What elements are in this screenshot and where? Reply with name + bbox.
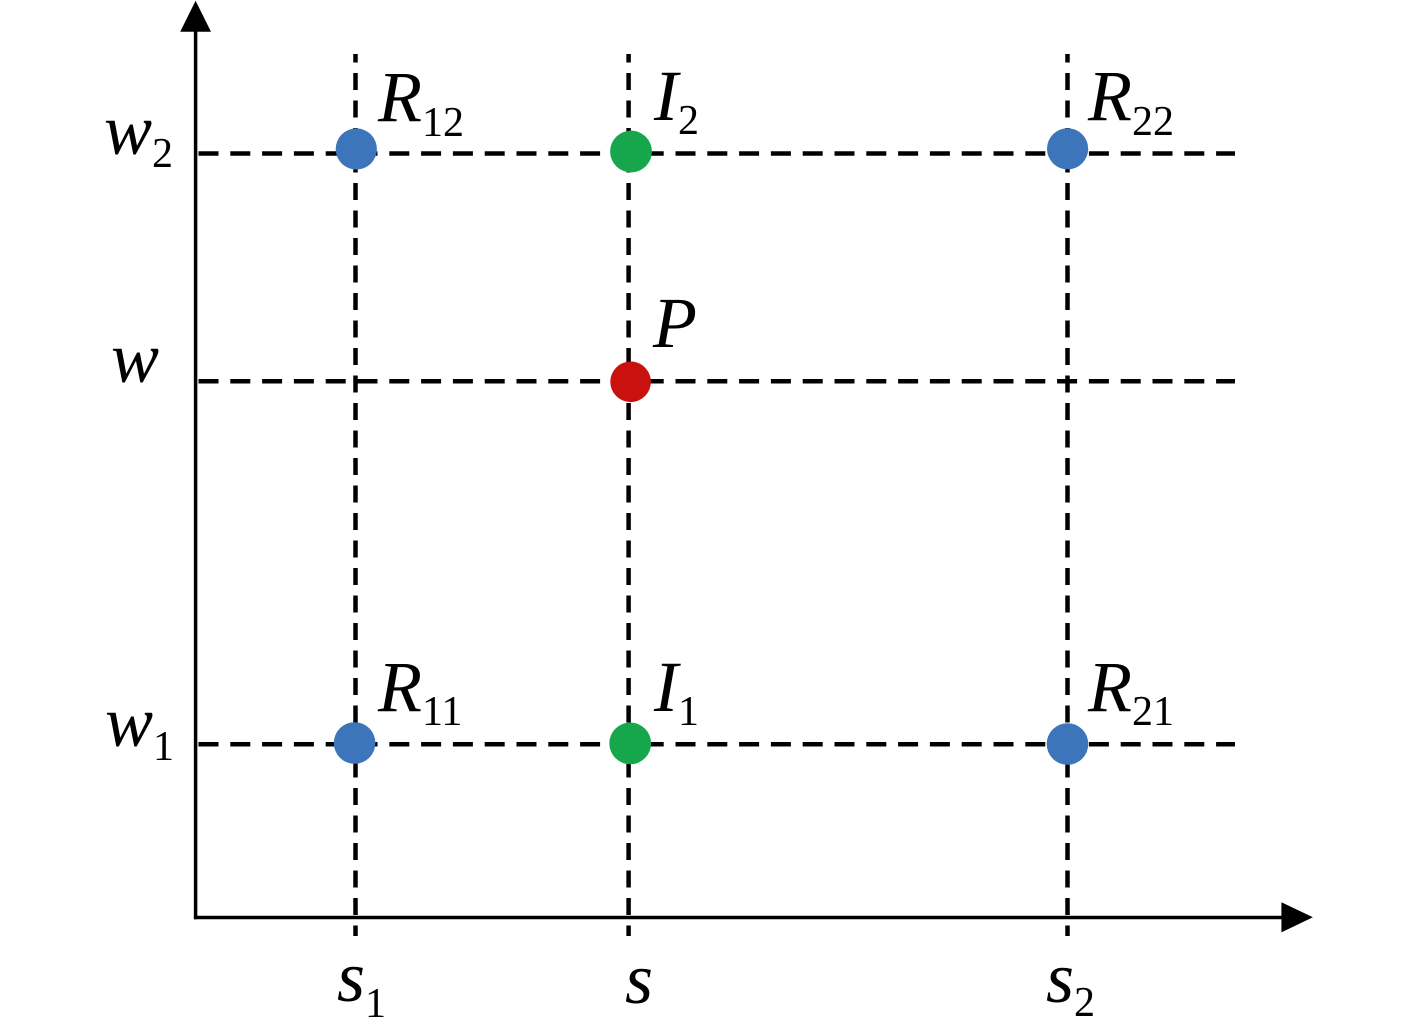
- svg-text:R21: R21: [1087, 647, 1174, 735]
- svg-text:w: w: [111, 318, 159, 398]
- svg-text:P: P: [652, 283, 697, 363]
- svg-text:s: s: [625, 939, 653, 1019]
- svg-text:s2: s2: [1046, 938, 1095, 1026]
- svg-text:R12: R12: [377, 57, 464, 146]
